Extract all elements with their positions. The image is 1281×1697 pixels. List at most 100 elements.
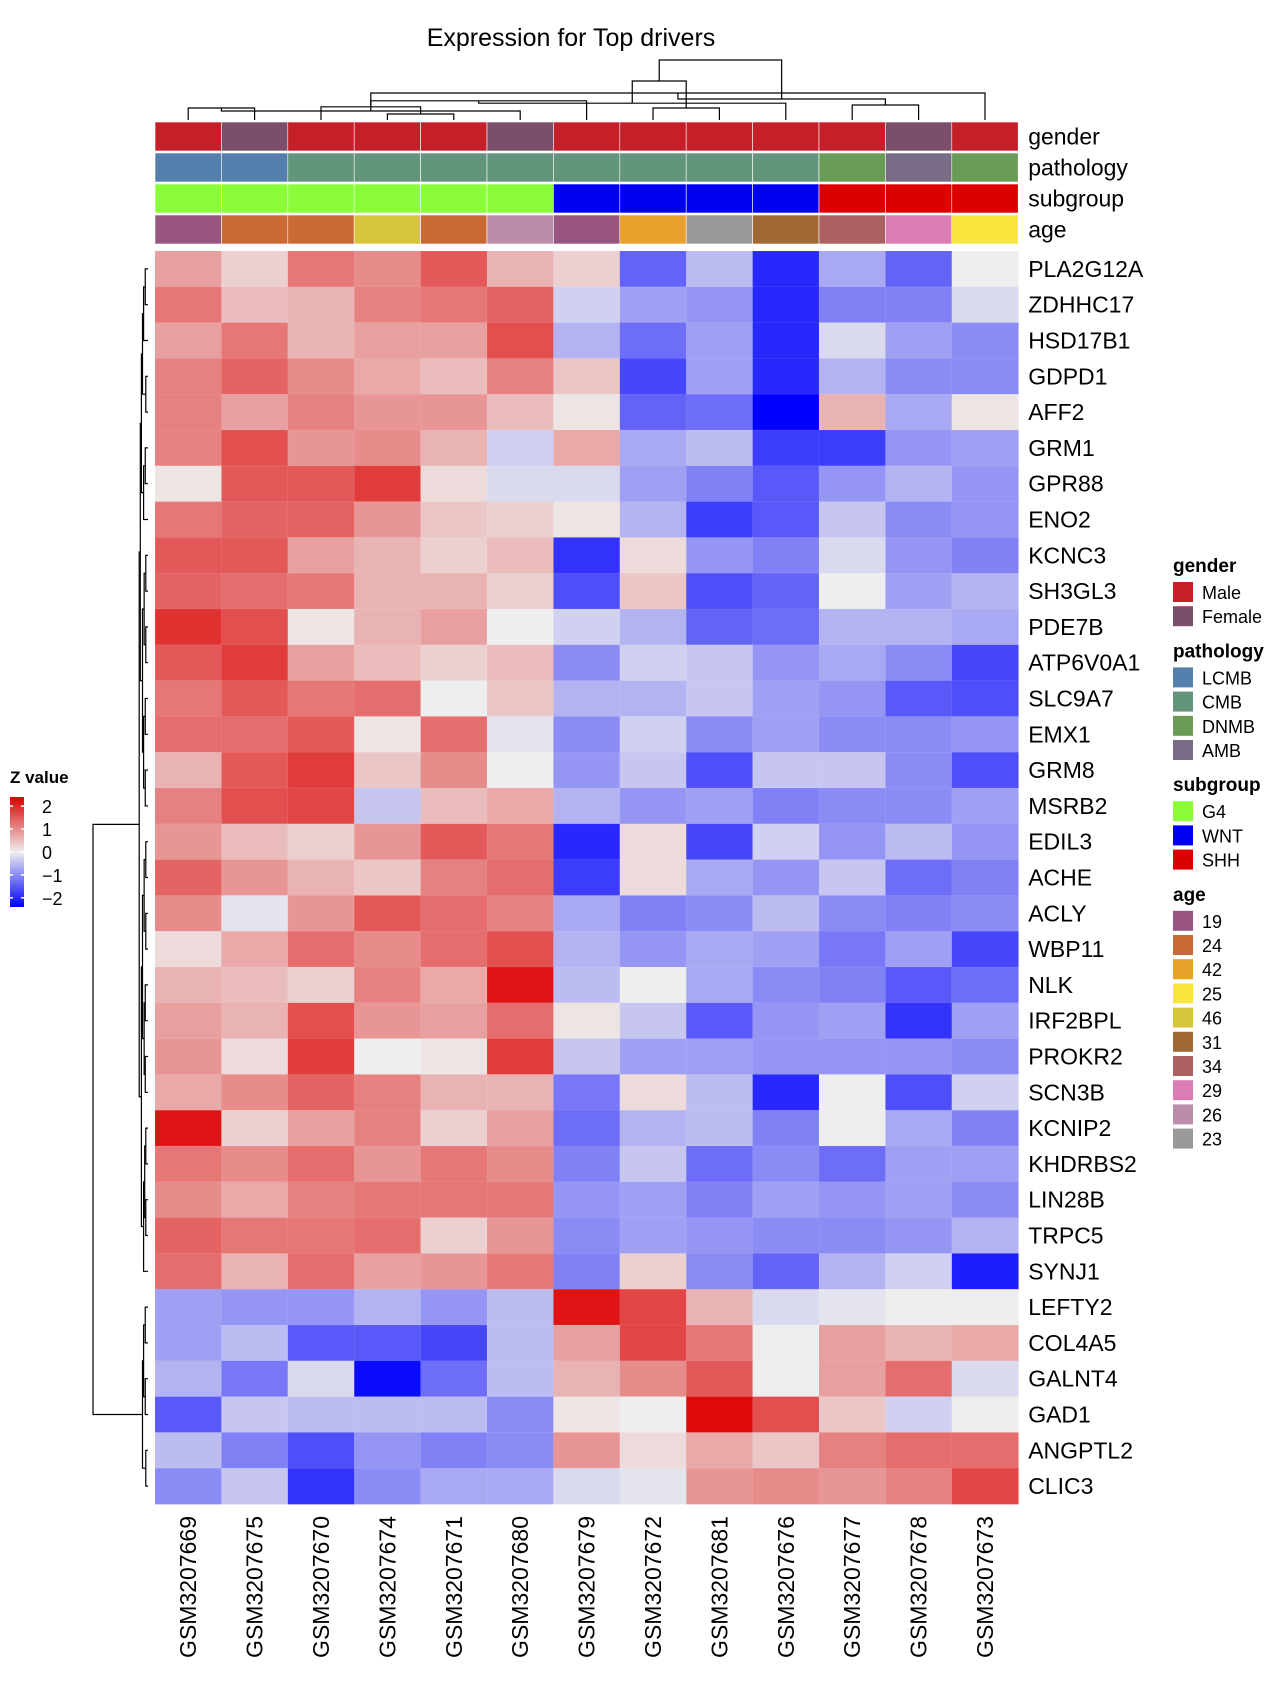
heatmap-cell [553, 608, 621, 646]
heatmap-cell [818, 644, 887, 682]
heatmap-cell [951, 1038, 1019, 1076]
annotation-label: pathology [1028, 155, 1128, 181]
heatmap-cell [752, 1396, 820, 1434]
heatmap-cell [221, 572, 289, 610]
heatmap-cell [553, 1288, 621, 1326]
heatmap-cell [486, 751, 555, 789]
heatmap-cell [619, 1467, 687, 1505]
heatmap-cell [685, 1396, 754, 1434]
legend-swatch [1173, 801, 1193, 822]
heatmap-cell [685, 286, 754, 324]
heatmap-cell [353, 1002, 422, 1040]
heatmap-cell [619, 966, 687, 1004]
heatmap-cell [287, 1074, 355, 1111]
legend-swatch [1173, 935, 1193, 955]
heatmap-cell [951, 250, 1019, 288]
heatmap-cell [685, 393, 754, 431]
heatmap-cell [553, 322, 621, 360]
heatmap-cell [885, 930, 953, 968]
heatmap-cell [951, 608, 1019, 646]
heatmap-cell [287, 1396, 355, 1434]
legend-label: WNT [1202, 826, 1243, 846]
heatmap-cell [885, 465, 953, 503]
gene-label: EDIL3 [1028, 829, 1092, 855]
sample-label: GSM3207674 [374, 1516, 400, 1658]
heatmap-cell [818, 751, 887, 789]
heatmap-cell [553, 537, 621, 574]
heatmap-cell [353, 608, 422, 646]
heatmap-cell [752, 1288, 820, 1326]
heatmap-cell [752, 680, 820, 718]
heatmap-cell [752, 429, 820, 467]
heatmap-cell [154, 429, 223, 467]
heatmap-cell [420, 966, 488, 1004]
heatmap-cell [818, 429, 887, 467]
annotation-cell [154, 183, 222, 214]
legend-swatch [1173, 849, 1193, 870]
heatmap-cells [154, 250, 1019, 1505]
heatmap-cell [818, 250, 887, 288]
heatmap-cell [619, 1074, 687, 1111]
heatmap-cell [287, 751, 355, 789]
dendrogram-branch [145, 912, 148, 950]
heatmap-cell [951, 537, 1019, 574]
heatmap-cell [818, 859, 887, 897]
heatmap-cell [752, 1038, 820, 1076]
heatmap-cell [420, 1432, 488, 1469]
heatmap-cell [287, 465, 355, 503]
heatmap-cell [553, 286, 621, 324]
heatmap-cell [685, 572, 754, 610]
gene-label: WBP11 [1028, 936, 1104, 962]
heatmap-cell [619, 1360, 687, 1398]
sample-labels: GSM3207669 GSM3207675 GSM3207670 GSM3207674… [175, 1516, 998, 1658]
sample-label: GSM3207677 [839, 1516, 865, 1658]
heatmap-cell [353, 1181, 422, 1219]
heatmap-cell [752, 1432, 820, 1469]
heatmap-cell [951, 358, 1019, 395]
gene-label: HSD17B1 [1028, 328, 1130, 354]
heatmap-cell [885, 823, 953, 861]
heatmap-cell [486, 322, 555, 360]
annotation-labels: gender pathology subgroup age [1028, 124, 1128, 243]
heatmap-cell [420, 358, 488, 395]
dendrogram-branch [144, 984, 148, 1022]
heatmap-cell [951, 1288, 1019, 1326]
heatmap-cell [420, 1181, 488, 1219]
heatmap-cell [685, 716, 754, 753]
heatmap-cell [420, 680, 488, 718]
heatmap-cell [752, 358, 820, 395]
gene-label: SCN3B [1028, 1079, 1105, 1105]
heatmap-cell [685, 680, 754, 718]
heatmap-cell [420, 823, 488, 861]
heatmap-cell [287, 286, 355, 324]
heatmap-cell [553, 501, 621, 539]
heatmap-cell [885, 501, 953, 539]
heatmap-cell [420, 1253, 488, 1290]
heatmap-cell [353, 823, 422, 861]
dendrogram-branch [145, 1127, 148, 1165]
heatmap-cell [752, 608, 820, 646]
annotation-cell [486, 152, 554, 183]
heatmap-cell [685, 787, 754, 825]
sample-label: GSM3207675 [242, 1516, 268, 1658]
heatmap-cell [685, 1432, 754, 1469]
heatmap-cell [885, 1145, 953, 1183]
heatmap-cell [951, 1217, 1019, 1255]
heatmap-cell [287, 1324, 355, 1362]
heatmap-cell [818, 1324, 887, 1362]
heatmap-cell [752, 1467, 820, 1505]
annotation-cell [752, 152, 820, 183]
dendrogram-branch [144, 1378, 148, 1416]
heatmap-cell [752, 322, 820, 360]
heatmap-cell [420, 1360, 488, 1398]
annotation-cell [353, 214, 421, 245]
legend-label: 19 [1202, 912, 1222, 932]
heatmap-cell [486, 1038, 555, 1076]
legend-group-title: pathology [1173, 641, 1264, 662]
dendrogram-branch [386, 113, 455, 120]
heatmap-cell [951, 1253, 1019, 1290]
heatmap-cell [553, 1467, 621, 1505]
heatmap-cell [619, 1253, 687, 1290]
heatmap-cell [752, 286, 820, 324]
